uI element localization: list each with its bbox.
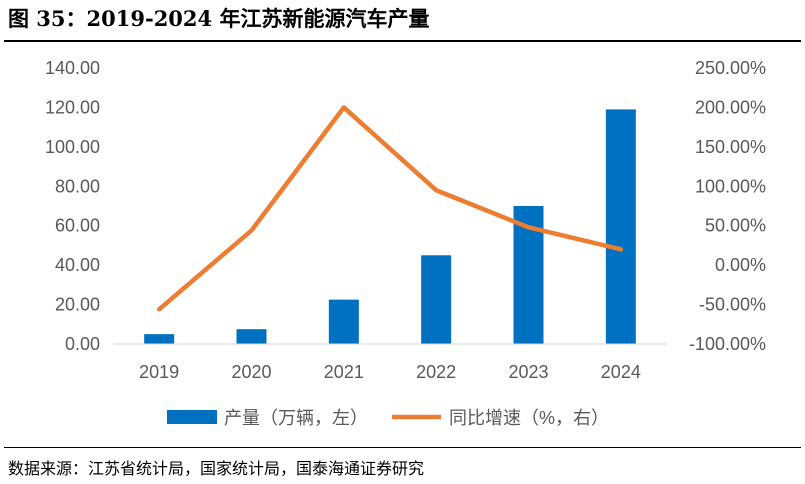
left-axis-tick-label: 140.00 xyxy=(45,58,100,78)
source-note: 数据来源：江苏省统计局，国家统计局，国泰海通证券研究 xyxy=(8,459,425,478)
left-axis-tick-label: 20.00 xyxy=(55,295,100,315)
left-axis: 0.00 20.00 40.00 60.00 80.00 100.00 120.00 140.… xyxy=(45,58,100,354)
left-axis-tick-label: 100.00 xyxy=(45,137,100,157)
growth-rate-line xyxy=(156,105,624,312)
right-axis-tick-label: 200.00% xyxy=(695,97,766,117)
right-axis-tick-label: -100.00% xyxy=(689,334,766,354)
x-axis-tick-label: 2021 xyxy=(324,362,364,382)
figure-title: 图 35：2019-2024 年江苏新能源汽车产量 xyxy=(8,6,430,31)
source-divider xyxy=(4,447,801,448)
legend-label-line: 同比增速（%，右） xyxy=(449,408,609,428)
x-axis-tick-label: 2020 xyxy=(231,362,271,382)
bar-2024 xyxy=(605,109,636,345)
x-axis-tick-label: 2024 xyxy=(601,362,641,382)
right-axis-tick-label: -50.00% xyxy=(699,295,766,315)
left-axis-tick-label: 40.00 xyxy=(55,255,100,275)
bar-2022 xyxy=(421,255,452,344)
x-axis-tick-label: 2019 xyxy=(139,362,179,382)
bar-series xyxy=(144,109,636,345)
legend-swatch-bar xyxy=(167,410,217,424)
right-axis-tick-label: 50.00% xyxy=(705,216,766,236)
legend-label-bar: 产量（万辆，左） xyxy=(224,408,368,428)
right-axis-tick-label: 100.00% xyxy=(695,176,766,196)
x-axis-tick-label: 2023 xyxy=(508,362,548,382)
line-series xyxy=(156,105,624,312)
right-axis-tick-label: 150.00% xyxy=(695,137,766,157)
left-axis-tick-label: 80.00 xyxy=(55,176,100,196)
bar-2021 xyxy=(328,299,359,344)
bar-2020 xyxy=(236,329,267,344)
right-axis: -100.00% -50.00% 0.00% 50.00% 100.00% 150.00%… xyxy=(689,58,766,354)
title-divider xyxy=(4,40,801,42)
left-axis-tick-label: 60.00 xyxy=(55,216,100,236)
legend: 产量（万辆，左） 同比增速（%，右） xyxy=(167,408,609,428)
left-axis-tick-label: 120.00 xyxy=(45,97,100,117)
x-axis-tick-label: 2022 xyxy=(416,362,456,382)
x-axis: 2019 2020 2021 2022 2023 2024 xyxy=(139,362,641,382)
left-axis-tick-label: 0.00 xyxy=(65,334,100,354)
bar-2019 xyxy=(144,334,175,344)
right-axis-tick-label: 0.00% xyxy=(715,255,766,275)
right-axis-tick-label: 250.00% xyxy=(695,58,766,78)
